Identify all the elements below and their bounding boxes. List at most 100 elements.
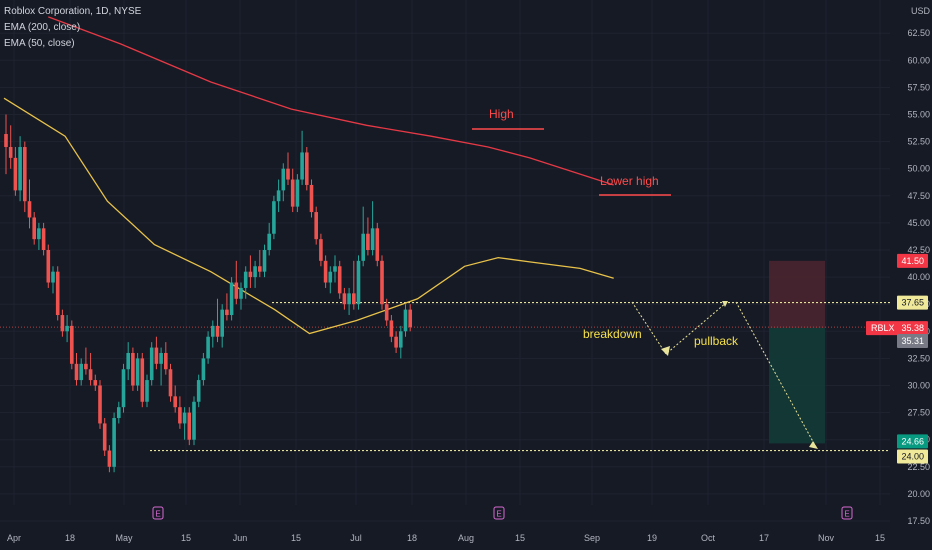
arrow-head-icon <box>661 346 670 356</box>
x-tick-label: 15 <box>875 533 885 543</box>
candle-body <box>154 347 159 364</box>
candle-body <box>164 352 168 370</box>
price-label-level <box>897 295 928 310</box>
candle-body <box>248 271 253 278</box>
x-tick-label: 18 <box>407 533 417 543</box>
candle-body <box>70 325 74 364</box>
price-label-stop <box>897 253 928 268</box>
earnings-marker-icon <box>152 506 164 520</box>
y-tick-label: 62.50 <box>907 28 930 38</box>
candle-body <box>229 282 234 316</box>
horizontal-levels <box>0 301 890 452</box>
y-tick-label: 50.00 <box>907 164 930 174</box>
candle-body <box>149 347 154 381</box>
x-tick-label: 15 <box>181 533 191 543</box>
target-zone <box>769 327 825 444</box>
time-axis[interactable]: Apr 18 May 15 Jun 15 Jul 18 Aug 15 Sep 19 Oct 17 Nov 15… <box>7 506 885 543</box>
candle-body <box>51 271 55 283</box>
candle-body <box>262 250 267 272</box>
candle-body <box>333 266 337 272</box>
candle-body <box>384 304 389 321</box>
earnings-marker-icon <box>493 506 505 520</box>
ema50-line <box>3 97 614 335</box>
x-tick-label: 19 <box>647 533 657 543</box>
y-tick-label: 17.50 <box>907 516 930 526</box>
candle-body <box>196 380 201 402</box>
candle-body <box>225 309 229 316</box>
y-tick-label: 57.50 <box>907 82 930 92</box>
candle-body <box>239 287 243 299</box>
candle-body <box>117 407 121 419</box>
x-tick-label: Apr <box>7 533 21 543</box>
x-tick-label: 15 <box>291 533 301 543</box>
candle-body <box>276 190 281 202</box>
candle-body <box>286 168 290 180</box>
y-tick-label: 52.50 <box>907 137 930 147</box>
ema50-legend: EMA (50, close) <box>4 38 75 49</box>
breakdown-annotation: breakdown <box>583 327 642 341</box>
candle-body <box>408 309 412 328</box>
ema-lines <box>3 16 614 335</box>
candle-body <box>314 212 318 240</box>
candle-body <box>380 260 384 305</box>
candle-body <box>135 358 140 386</box>
y-tick-label: 42.50 <box>907 245 930 255</box>
y-tick-label: 45.00 <box>907 218 930 228</box>
candle-body <box>13 157 18 191</box>
candle-body <box>403 309 408 332</box>
candle-body <box>23 147 27 202</box>
candle-body <box>74 363 79 381</box>
annotations: High Lower high breakdown pullback <box>472 107 818 449</box>
candle-body <box>309 184 314 213</box>
y-tick-label: 40.00 <box>907 272 930 282</box>
lower-high-annotation: Lower high <box>600 174 659 188</box>
price-label-text: 41.50 <box>901 256 924 266</box>
high-annotation: High <box>489 107 514 121</box>
candle-body <box>201 358 206 381</box>
candle-body <box>18 147 22 191</box>
earnings-marker-label: E <box>844 510 849 519</box>
candle-body <box>159 352 163 364</box>
candle-body <box>88 369 93 381</box>
x-tick-label: Aug <box>458 533 474 543</box>
candle-body <box>98 385 102 424</box>
candle-body <box>272 201 276 234</box>
candle-body <box>173 396 177 408</box>
x-tick-label: 18 <box>65 533 75 543</box>
pullback-annotation: pullback <box>694 334 739 348</box>
x-tick-label: May <box>115 533 133 543</box>
y-tick-label: 27.50 <box>907 408 930 418</box>
x-tick-label: Jul <box>350 533 362 543</box>
last-price-label <box>866 321 928 336</box>
x-tick-label: Nov <box>818 533 835 543</box>
price-label-text: 24.66 <box>901 436 924 446</box>
candle-body <box>352 293 356 305</box>
candle-body <box>323 260 328 283</box>
ema200-legend: EMA (200, close) <box>4 22 81 33</box>
arrow-head-icon <box>809 441 818 449</box>
candle-body <box>370 228 375 250</box>
candle-body <box>55 271 60 316</box>
candle-body <box>145 380 149 402</box>
candle-body <box>319 239 323 261</box>
y-tick-label: 20.00 <box>907 489 930 499</box>
candle-body <box>206 336 210 359</box>
ema200-line <box>48 16 614 186</box>
candle-body <box>121 369 126 408</box>
candle-body <box>140 358 145 402</box>
candle-body <box>281 168 286 191</box>
candle-body <box>295 179 300 207</box>
y-tick-label: 30.00 <box>907 381 930 391</box>
earnings-marker-label: E <box>496 510 501 519</box>
candle-body <box>41 228 46 250</box>
candle-body <box>375 228 380 261</box>
candle-body <box>211 325 215 337</box>
price-label-text: 24.00 <box>901 452 924 462</box>
candle-body <box>215 325 220 337</box>
candle-body <box>65 325 69 332</box>
candle-body <box>32 217 36 240</box>
candle-body <box>243 271 248 288</box>
price-labels: 41.50 37.65 RBLX 35.38 35.31 24.66 24.00 <box>866 253 928 464</box>
candle-body <box>112 418 116 467</box>
